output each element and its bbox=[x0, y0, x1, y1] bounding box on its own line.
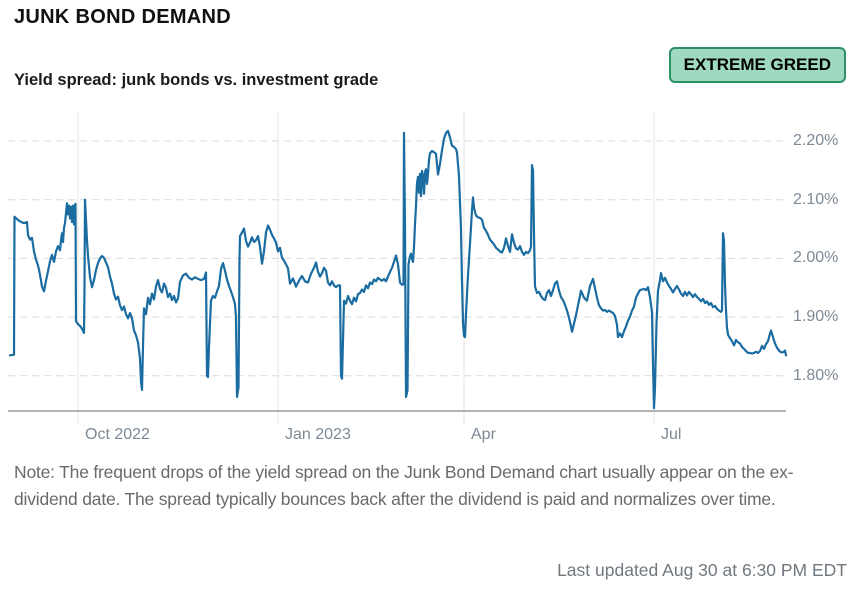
x-axis-label: Jan 2023 bbox=[285, 426, 351, 443]
last-updated: Last updated Aug 30 at 6:30 PM EDT bbox=[557, 560, 847, 580]
x-axis-label: Jul bbox=[661, 426, 682, 443]
page-title: JUNK BOND DEMAND bbox=[14, 6, 232, 28]
x-axis-label: Oct 2022 bbox=[85, 426, 150, 443]
y-axis-label: 2.20% bbox=[793, 132, 839, 149]
yield-spread-line bbox=[8, 129, 788, 410]
y-axis-label: 2.10% bbox=[793, 190, 839, 208]
y-axis-label: 2.00% bbox=[793, 249, 839, 267]
chart-subtitle: Yield spread: junk bonds vs. investment … bbox=[14, 71, 379, 89]
y-axis-label: 1.90% bbox=[793, 308, 839, 326]
x-axis-label: Apr bbox=[471, 426, 496, 443]
y-axis-label: 1.80% bbox=[793, 366, 839, 384]
status-badge: EXTREME GREED bbox=[668, 47, 846, 83]
footnote: Note: The frequent drops of the yield sp… bbox=[14, 462, 794, 509]
